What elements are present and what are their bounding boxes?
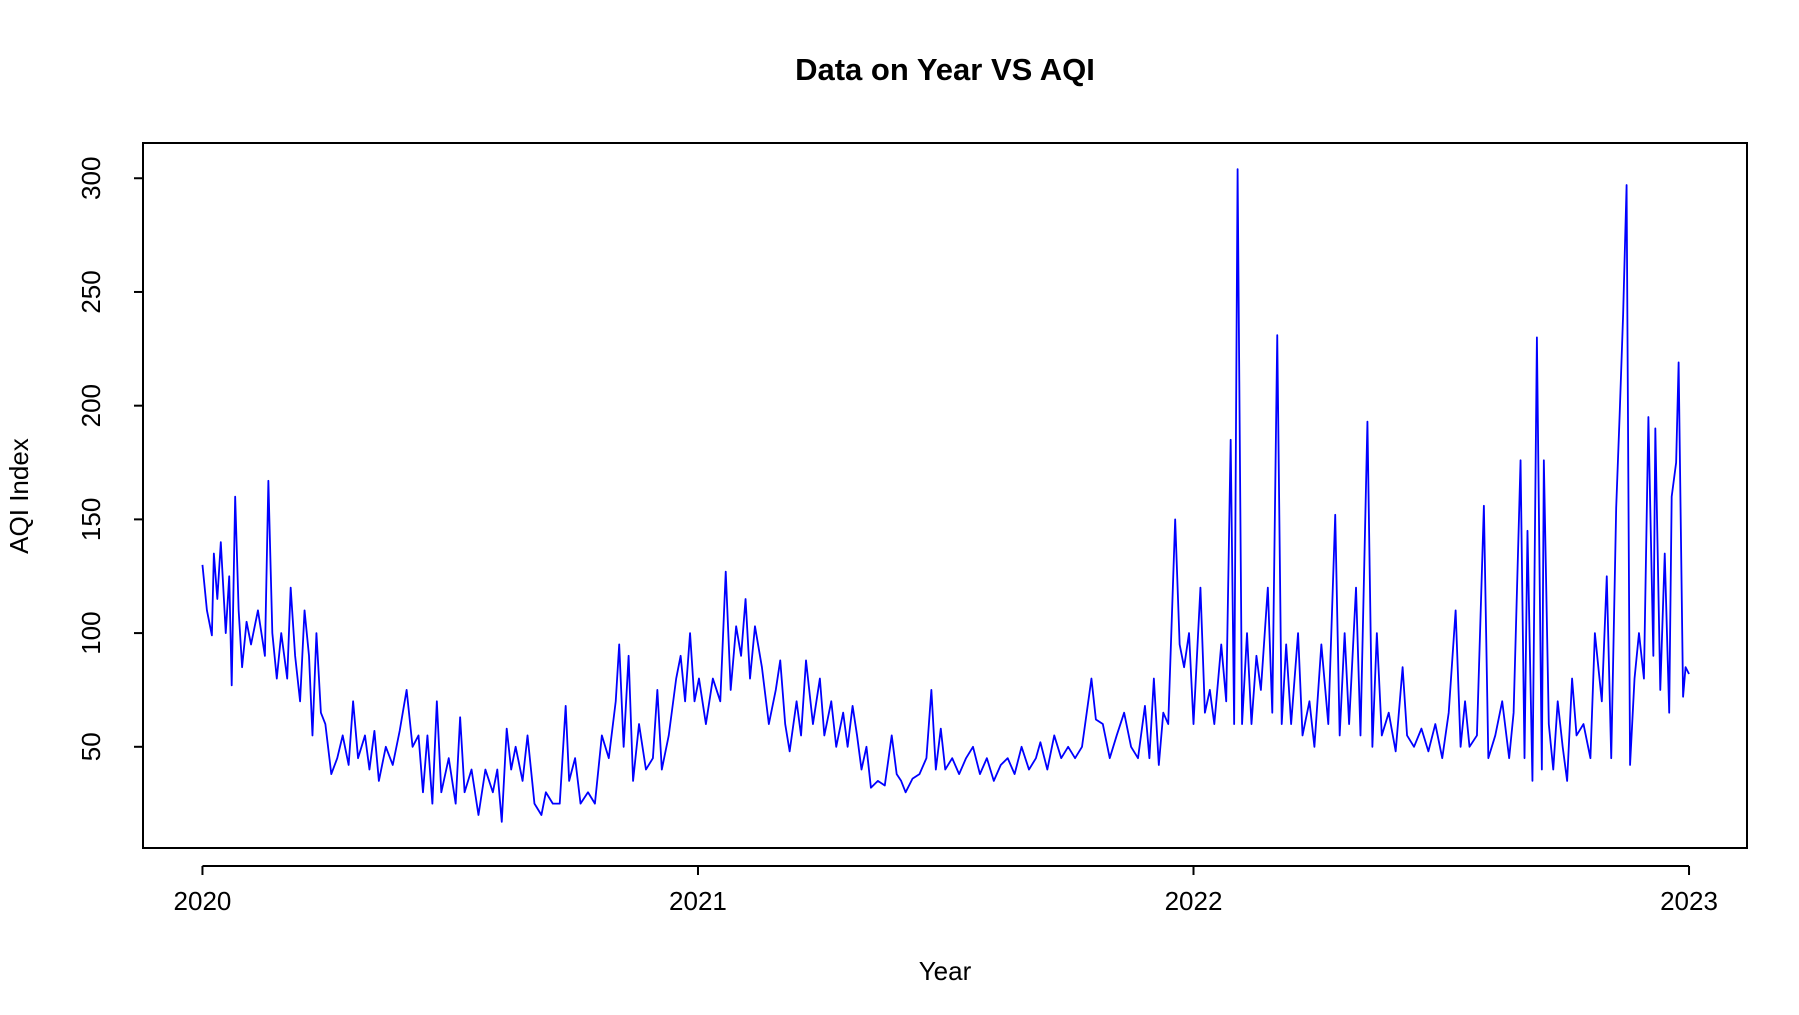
- y-tick-label: 150: [76, 498, 106, 541]
- x-tick-label: 2023: [1660, 886, 1718, 916]
- y-tick-label: 200: [76, 384, 106, 427]
- y-axis-label: AQI Index: [4, 438, 34, 554]
- chart-title: Data on Year VS AQI: [795, 52, 1095, 87]
- aqi-line: [201, 168, 1690, 823]
- y-tick-label: 50: [76, 732, 106, 761]
- x-tick-label: 2021: [669, 886, 727, 916]
- x-axis-label: Year: [919, 956, 972, 986]
- x-tick-label: 2020: [174, 886, 232, 916]
- y-tick-label: 100: [76, 611, 106, 654]
- y-tick-label: 300: [76, 157, 106, 200]
- y-tick-label: 250: [76, 270, 106, 313]
- x-tick-label: 2022: [1165, 886, 1223, 916]
